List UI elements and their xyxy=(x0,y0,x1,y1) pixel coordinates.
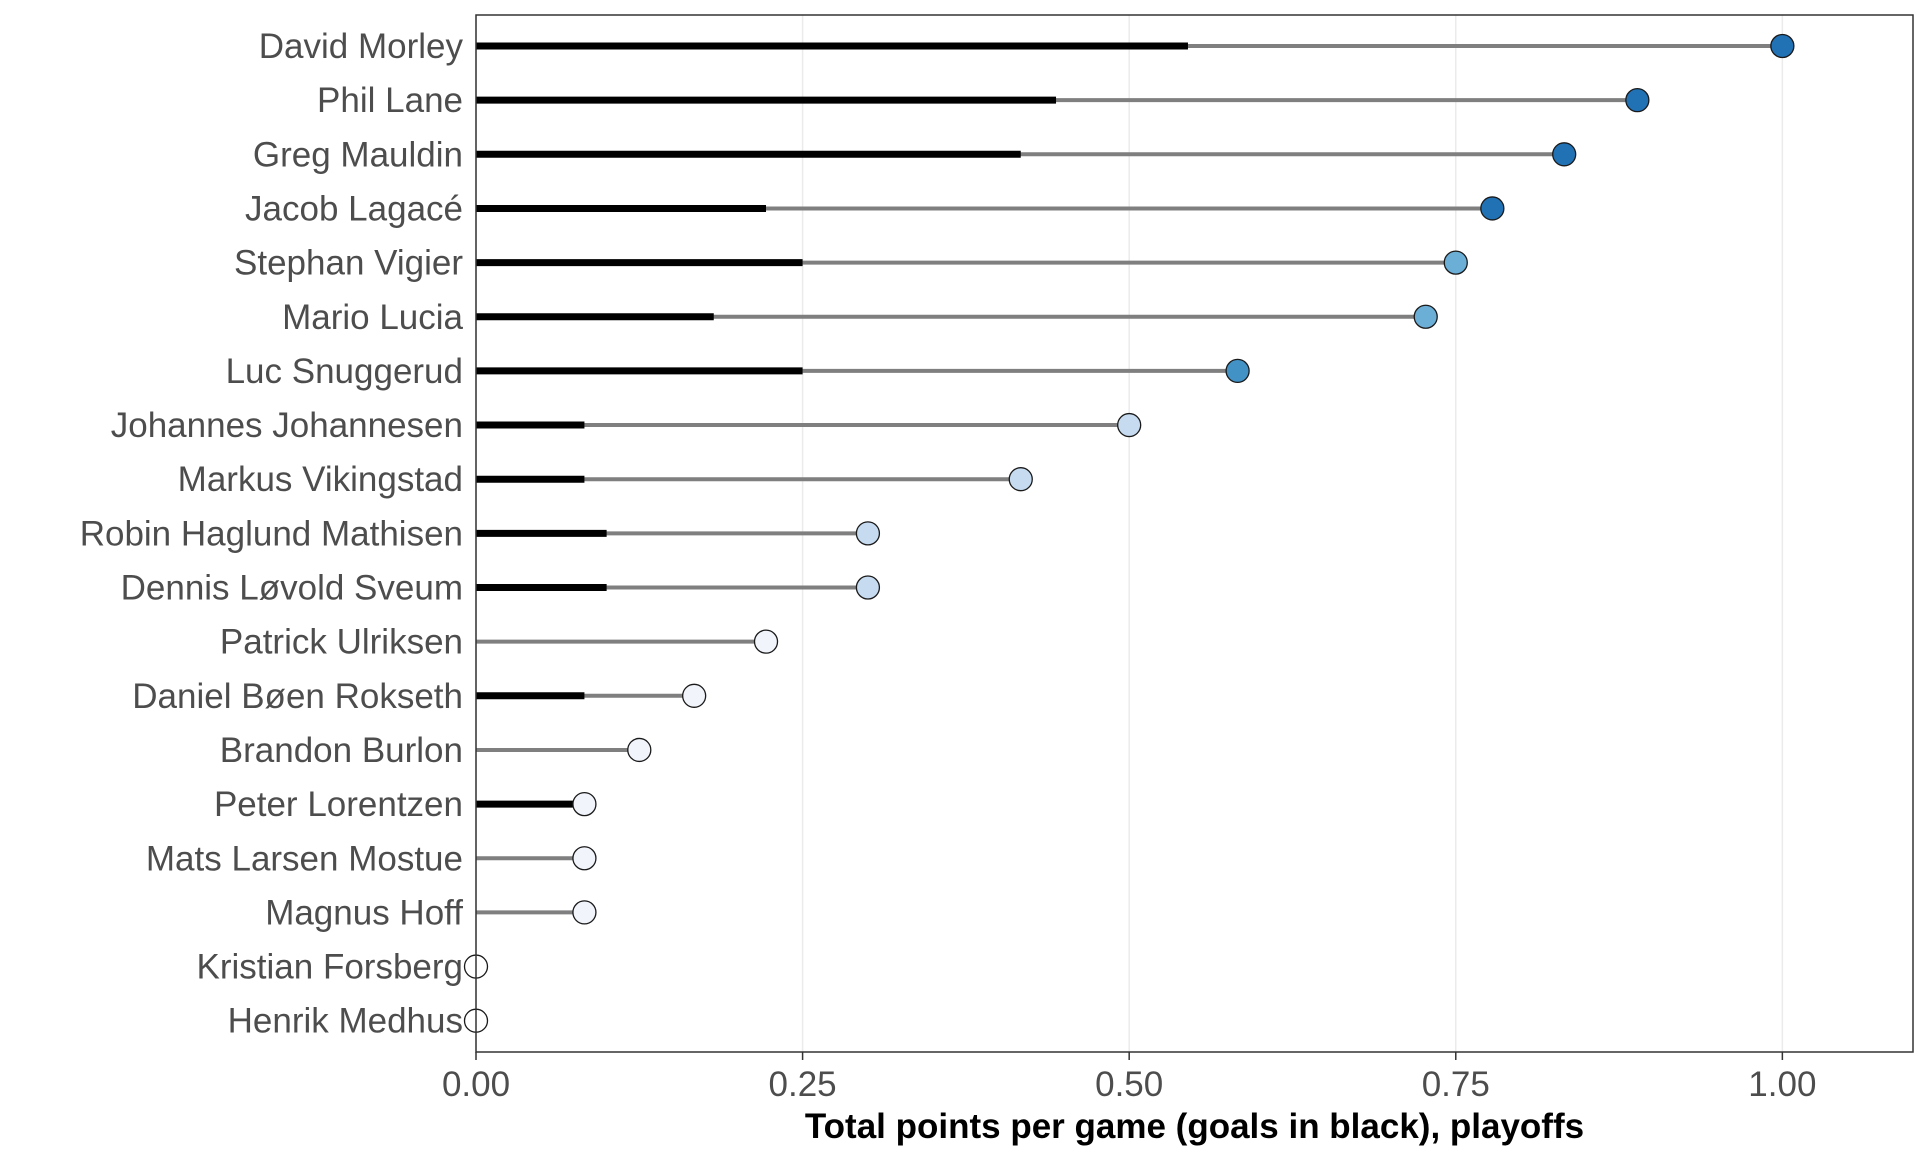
points-dots-layer xyxy=(463,33,1795,1033)
points-dot-2 xyxy=(1552,142,1577,167)
points-dot-5 xyxy=(1413,304,1438,329)
x-tick-label-2: 0.50 xyxy=(1095,1065,1163,1104)
points-dot-1 xyxy=(1625,88,1650,113)
points-dot-12 xyxy=(682,683,707,708)
points-dot-7 xyxy=(1117,412,1142,438)
player-label-14: Peter Lorentzen xyxy=(214,785,463,824)
player-label-4: Stephan Vigier xyxy=(234,244,463,283)
player-label-3: Jacob Lagacé xyxy=(245,189,463,228)
points-dot-0 xyxy=(1770,33,1795,59)
player-label-12: Daniel Bøen Rokseth xyxy=(132,677,463,716)
points-dot-13 xyxy=(627,737,652,763)
x-axis-title: Total points per game (goals in black), … xyxy=(805,1107,1584,1146)
y-axis-labels: David Morley Phil Lane Greg Mauldin Jacob L… xyxy=(80,27,464,1041)
x-tick-label-1: 0.25 xyxy=(769,1065,837,1104)
player-label-6: Luc Snuggerud xyxy=(226,352,463,391)
points-dot-16 xyxy=(572,900,597,925)
plot-panel-border xyxy=(475,14,1914,1053)
player-label-7: Johannes Johannesen xyxy=(111,406,463,445)
player-label-5: Mario Lucia xyxy=(282,298,463,337)
player-label-2: Greg Mauldin xyxy=(253,135,463,174)
points-dot-15 xyxy=(572,846,597,871)
x-tick-label-3: 0.75 xyxy=(1422,1065,1490,1104)
player-label-8: Markus Vikingstad xyxy=(178,460,463,499)
player-label-1: Phil Lane xyxy=(317,81,463,120)
player-label-16: Magnus Hoff xyxy=(265,893,463,932)
points-dot-8 xyxy=(1008,467,1033,492)
player-label-11: Patrick Ulriksen xyxy=(220,623,463,662)
player-label-10: Dennis Løvold Sveum xyxy=(121,569,463,608)
player-label-15: Mats Larsen Mostue xyxy=(146,839,463,878)
goals-bars-layer xyxy=(476,42,1188,808)
points-dot-9 xyxy=(855,521,881,546)
player-label-18: Henrik Medhus xyxy=(228,1002,463,1041)
x-tick-label-4: 1.00 xyxy=(1748,1065,1816,1104)
points-dot-6 xyxy=(1225,358,1250,384)
x-tick-label-0: 0.00 xyxy=(442,1065,510,1104)
x-axis-ticks: 0.00 0.25 0.50 0.75 1.00 xyxy=(442,1052,1816,1104)
points-dot-3 xyxy=(1480,196,1505,221)
points-dot-10 xyxy=(855,575,881,600)
player-label-17: Kristian Forsberg xyxy=(197,948,463,987)
points-dot-4 xyxy=(1443,250,1468,275)
player-label-0: David Morley xyxy=(259,27,464,66)
points-dot-14 xyxy=(572,791,597,817)
player-label-13: Brandon Burlon xyxy=(220,731,463,770)
points-dot-11 xyxy=(753,629,779,654)
player-label-9: Robin Haglund Mathisen xyxy=(80,514,463,553)
